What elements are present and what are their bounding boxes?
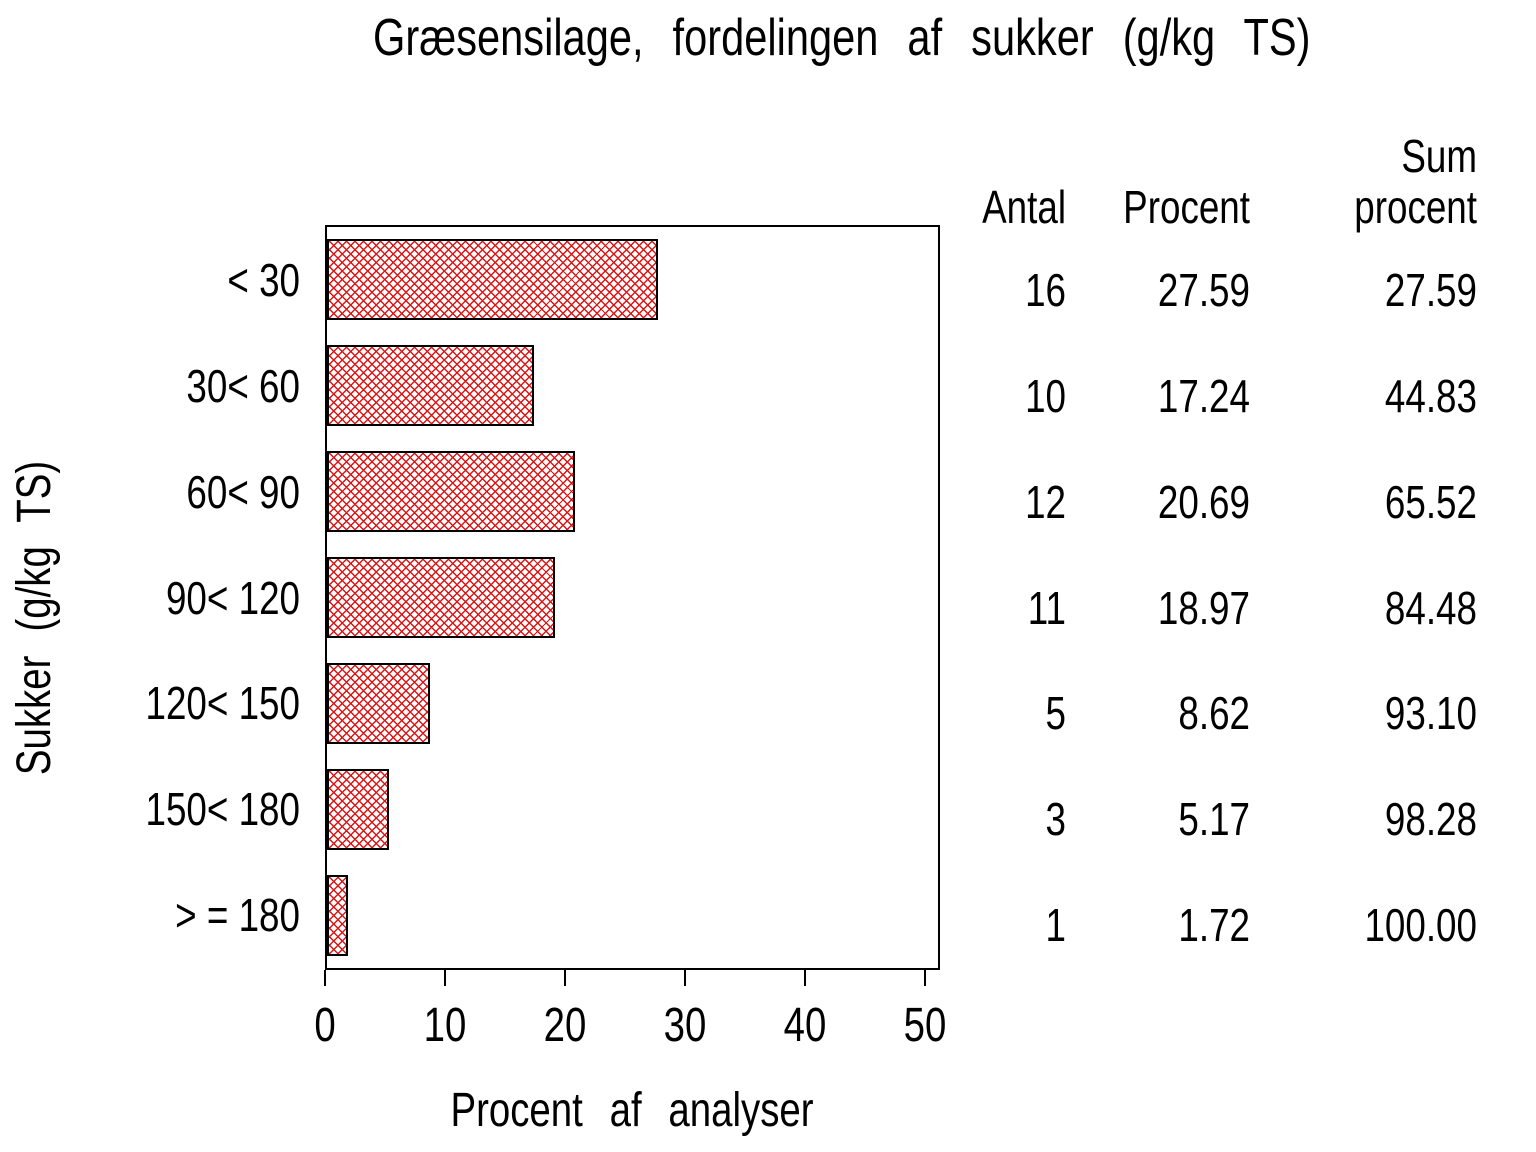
table-header-procent: Procent (1123, 181, 1250, 233)
table-cell-procent: 27.59 (1157, 263, 1250, 316)
table-cell-sum: 100.00 (1364, 899, 1477, 952)
table-header-antal: Antal (982, 181, 1066, 233)
x-tick-label: 50 (903, 999, 947, 1052)
table-cell-procent: 17.24 (1157, 369, 1250, 422)
table-cell-procent: 5.17 (1178, 793, 1250, 846)
table-cell-antal: 3 (1045, 793, 1066, 846)
table-cell-procent: 8.62 (1178, 687, 1250, 740)
table-cell-antal: 10 (1025, 369, 1066, 422)
table-cell-antal: 12 (1025, 475, 1066, 528)
x-tick-label: 20 (543, 999, 587, 1052)
table-cell-antal: 1 (1045, 899, 1066, 952)
x-axis-title: Procent af analyser (450, 1084, 814, 1137)
y-tick-label: 30< 60 (186, 359, 300, 412)
bar-90< 120 (327, 557, 555, 638)
y-tick-label: 150< 180 (145, 783, 300, 836)
x-tick-mark (924, 970, 926, 986)
table-header-sum-line1: Sum (1401, 130, 1477, 182)
bar-30< 60 (327, 345, 534, 427)
plot-frame (325, 225, 940, 970)
table-cell-sum: 98.28 (1384, 793, 1477, 846)
table-cell-procent: 20.69 (1157, 475, 1250, 528)
table-header-sum-line2: procent (1354, 181, 1477, 233)
table-cell-antal: 5 (1045, 687, 1066, 740)
table-cell-sum: 27.59 (1384, 263, 1477, 316)
x-tick-label: 0 (314, 999, 336, 1052)
bar-120< 150 (327, 662, 431, 744)
x-tick-label: 30 (663, 999, 707, 1052)
y-tick-label: > = 180 (175, 889, 300, 942)
chart-title: Græsensilage, fordelingen af sukker (g/k… (373, 9, 1311, 67)
table-cell-sum: 65.52 (1384, 475, 1477, 528)
x-tick-mark (564, 970, 566, 986)
table-cell-antal: 16 (1025, 263, 1066, 316)
bar-< 30 (327, 239, 659, 321)
y-tick-label: < 30 (227, 253, 300, 306)
table-cell-procent: 18.97 (1157, 581, 1250, 634)
table-cell-sum: 84.48 (1384, 581, 1477, 634)
table-cell-sum: 93.10 (1384, 687, 1477, 740)
x-tick-label: 40 (783, 999, 827, 1052)
bar-150< 180 (327, 768, 390, 850)
x-tick-mark (444, 970, 446, 986)
y-tick-label: 90< 120 (165, 571, 300, 624)
x-tick-label: 10 (423, 999, 467, 1052)
bar-> = 180 (327, 874, 348, 956)
table-cell-sum: 44.83 (1384, 369, 1477, 422)
table-cell-procent: 1.72 (1178, 899, 1250, 952)
y-axis-title: Sukker (g/kg TS) (8, 460, 61, 776)
y-tick-label: 120< 150 (145, 677, 300, 730)
x-tick-mark (324, 970, 326, 986)
y-tick-label: 60< 90 (186, 465, 300, 518)
bar-60< 90 (327, 451, 576, 533)
table-cell-antal: 11 (1027, 581, 1066, 634)
x-tick-mark (804, 970, 806, 986)
x-tick-mark (684, 970, 686, 986)
